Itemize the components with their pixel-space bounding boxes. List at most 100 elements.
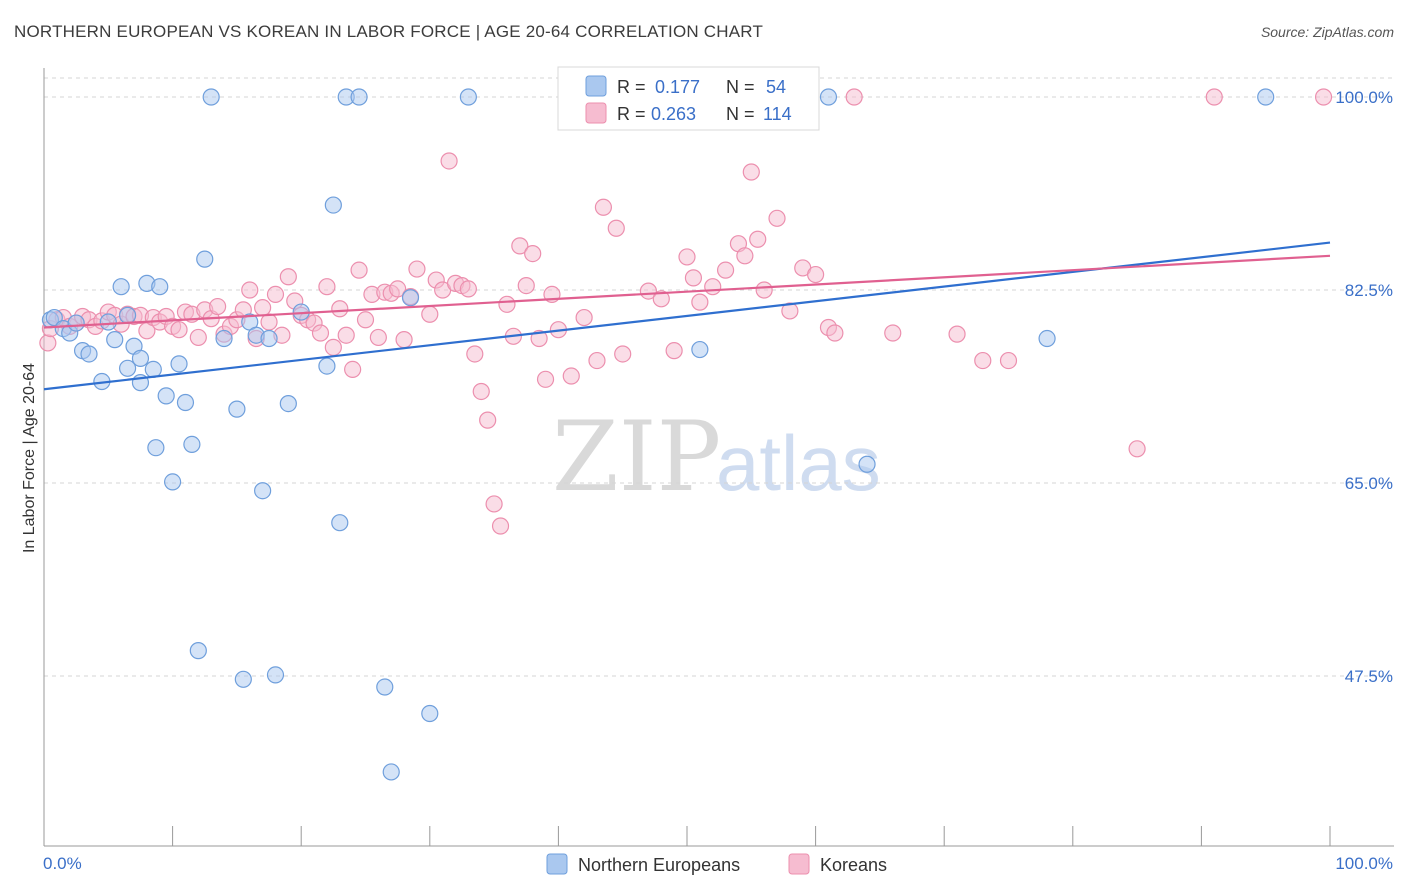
- data-point: [164, 473, 182, 491]
- legend-bottom-swatch-blue: [546, 853, 568, 875]
- data-point: [189, 642, 207, 660]
- data-point: [106, 331, 124, 349]
- data-point: [395, 331, 413, 349]
- data-point: [324, 338, 342, 356]
- data-point: [234, 670, 252, 688]
- data-point: [99, 313, 117, 331]
- data-point: [170, 321, 188, 339]
- data-point: [254, 299, 272, 317]
- data-point: [228, 400, 246, 418]
- chart-source: Source: ZipAtlas.com: [1260, 24, 1394, 40]
- data-point: [845, 88, 863, 106]
- watermark-atlas: atlas: [716, 419, 881, 507]
- data-point: [530, 329, 548, 348]
- chart-title: NORTHERN EUROPEAN VS KOREAN IN LABOR FOR…: [14, 22, 764, 41]
- data-point: [575, 308, 593, 327]
- legend-bottom-swatch-pink: [788, 853, 810, 875]
- legend-swatch-pink: [585, 102, 607, 124]
- data-point: [176, 393, 195, 412]
- data-point: [147, 439, 165, 457]
- data-point: [466, 345, 484, 363]
- legend-bottom-label-pink: Koreans: [820, 855, 887, 875]
- data-point: [39, 334, 57, 352]
- y-tick-label: 82.5%: [1345, 281, 1393, 300]
- data-point: [170, 355, 188, 373]
- data-point: [144, 360, 162, 379]
- data-point: [536, 370, 555, 388]
- data-point: [183, 435, 201, 453]
- data-point: [736, 247, 754, 265]
- data-point: [594, 198, 613, 216]
- data-point: [511, 237, 529, 255]
- data-point: [517, 276, 535, 295]
- data-point: [826, 324, 844, 342]
- data-point: [151, 278, 169, 296]
- data-point: [337, 326, 355, 344]
- data-point: [266, 666, 285, 684]
- data-point: [716, 261, 735, 279]
- data-point: [498, 295, 516, 313]
- data-point: [45, 308, 63, 327]
- data-point: [421, 704, 439, 723]
- data-point: [819, 88, 838, 106]
- data-point: [350, 88, 368, 106]
- data-point: [684, 269, 703, 287]
- data-point: [665, 342, 683, 360]
- data-point: [806, 265, 825, 284]
- watermark-zip: ZIP: [552, 401, 721, 513]
- x-tick-label-min: 0.0%: [43, 854, 82, 873]
- data-point: [999, 351, 1018, 370]
- data-point: [350, 261, 368, 279]
- y-tick-label: 65.0%: [1345, 474, 1393, 493]
- data-point: [118, 306, 137, 324]
- data-point: [588, 351, 606, 370]
- data-point: [196, 250, 214, 268]
- data-point: [691, 340, 709, 359]
- data-point: [485, 495, 503, 513]
- data-point: [1038, 329, 1056, 348]
- data-point: [324, 196, 342, 214]
- legend-r-label-2: R =: [617, 104, 646, 124]
- data-point: [421, 305, 439, 323]
- data-point: [260, 329, 278, 348]
- y-tick-label: 47.5%: [1345, 667, 1393, 686]
- data-point: [614, 345, 632, 363]
- data-point: [1314, 88, 1333, 106]
- data-point: [202, 88, 220, 106]
- data-point: [344, 360, 362, 379]
- data-point: [607, 219, 625, 237]
- data-point: [331, 300, 349, 318]
- data-point: [1257, 88, 1275, 106]
- data-point: [408, 260, 426, 278]
- data-point: [260, 313, 278, 331]
- data-point: [479, 411, 497, 429]
- data-point: [459, 88, 477, 106]
- data-point: [279, 394, 297, 413]
- data-point: [524, 245, 542, 263]
- grid-lines: [44, 77, 1394, 677]
- data-point: [652, 290, 670, 308]
- trend-lines: [43, 241, 1331, 391]
- data-point: [369, 328, 387, 347]
- data-point: [279, 268, 297, 286]
- data-point: [112, 278, 130, 296]
- y-axis-label: In Labor Force | Age 20-64: [21, 363, 38, 553]
- data-point: [884, 324, 902, 342]
- data-point: [678, 248, 696, 266]
- northern-european-points: [41, 88, 1275, 781]
- data-point: [974, 351, 992, 370]
- data-point: [562, 367, 580, 385]
- data-point: [254, 482, 272, 500]
- data-point: [755, 281, 773, 299]
- data-point: [401, 289, 420, 307]
- data-point: [241, 281, 259, 299]
- data-point: [858, 455, 876, 473]
- data-point: [209, 297, 227, 316]
- data-point: [189, 328, 207, 347]
- data-point: [742, 163, 760, 181]
- data-point: [318, 278, 336, 296]
- data-point: [266, 285, 285, 304]
- data-point: [118, 359, 137, 377]
- legend-swatch-blue: [585, 75, 607, 97]
